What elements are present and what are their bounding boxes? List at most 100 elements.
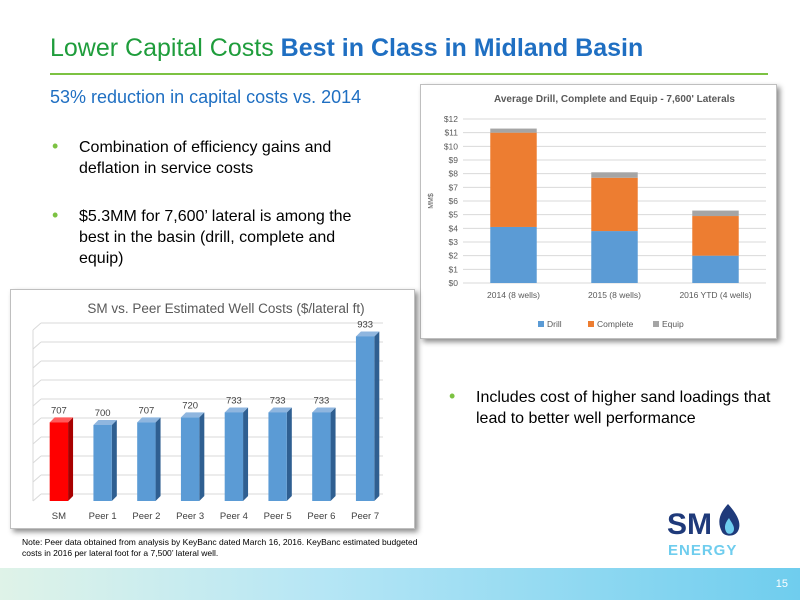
y-tick-label: $2: [449, 251, 459, 261]
bar-segment-complete: [591, 177, 638, 232]
gridline-depth: [32, 360, 42, 369]
logo-top-text: SM: [667, 508, 712, 541]
bar-side: [330, 407, 336, 501]
logo-graphic: SM ENERGY: [667, 504, 740, 559]
legend-swatch: [538, 321, 544, 327]
x-tick-label: Peer 5: [264, 511, 292, 522]
y-tick-label: $12: [444, 114, 458, 124]
x-tick-label: Peer 7: [351, 511, 379, 522]
gridline-depth: [32, 379, 42, 388]
gridline-depth: [32, 341, 42, 350]
logo-bottom-text: ENERGY: [668, 542, 737, 559]
bar-segment-equip: [591, 172, 638, 178]
page-number: 15: [775, 578, 788, 590]
bar-segment-equip: [692, 210, 739, 217]
bar-segment-drill: [490, 226, 537, 283]
x-tick-label: Peer 4: [220, 511, 248, 522]
data-label: 707: [138, 405, 154, 416]
y-tick-label: $6: [449, 196, 459, 206]
bullet-item: • Includes cost of higher sand loadings …: [449, 386, 776, 429]
y-tick-label: $7: [449, 182, 459, 192]
data-label: 733: [226, 395, 242, 406]
bar-side: [155, 417, 161, 501]
x-tick-label: Peer 1: [89, 511, 117, 522]
capital-cost-chart-panel: Average Drill, Complete and Equip - 7,60…: [420, 84, 777, 339]
bar-top: [268, 407, 292, 413]
data-label: 933: [357, 319, 373, 330]
y-tick-label: $8: [449, 169, 459, 179]
slide-subtitle: 53% reduction in capital costs vs. 2014: [50, 87, 362, 107]
legend-label: Equip: [662, 319, 684, 329]
title-emphasis: Best in Class in Midland Basin: [280, 34, 644, 62]
legend-swatch: [653, 321, 659, 327]
gridline-depth: [32, 455, 42, 464]
bar-top: [137, 417, 161, 423]
bar-side: [199, 412, 205, 501]
bar-side: [286, 407, 292, 501]
y-tick-label: $1: [449, 264, 459, 274]
bar-segment-equip: [490, 128, 537, 133]
flame-inner-icon: [724, 518, 734, 534]
slide-title: Lower Capital Costs Best in Class in Mid…: [50, 34, 643, 63]
peer-cost-chart-panel: SM vs. Peer Estimated Well Costs ($/late…: [10, 289, 415, 529]
data-label: 733: [270, 395, 286, 406]
footer-band: [0, 568, 800, 600]
bullet-item: • $5.3MM for 7,600’ lateral is among the…: [52, 205, 374, 269]
bar-top: [312, 407, 336, 413]
y-tick-label: $3: [449, 237, 459, 247]
legend-label: Drill: [547, 319, 562, 329]
bullet-item: • Combination of efficiency gains and de…: [52, 136, 369, 179]
bar-segment-drill: [591, 231, 638, 283]
footnote: Note: Peer data obtained from analysis b…: [22, 537, 418, 558]
x-tick-label: 2015 (8 wells): [588, 290, 641, 300]
x-tick-label: SM: [52, 511, 66, 522]
data-label: 700: [95, 408, 111, 419]
bullet-text: Includes cost of higher sand loadings th…: [476, 389, 771, 427]
bullet-text: $5.3MM for 7,600’ lateral is among the b…: [79, 208, 352, 267]
bar: [224, 412, 244, 501]
y-axis-label: MM$: [428, 193, 435, 209]
gridline-depth: [32, 417, 42, 426]
gridline-depth: [32, 398, 42, 407]
bar-side: [111, 420, 117, 501]
bar-segment-complete: [490, 132, 537, 227]
bar-side: [374, 331, 380, 501]
x-tick-label: 2016 YTD (4 wells): [679, 290, 751, 300]
bullet-dot-icon: •: [52, 205, 59, 225]
x-tick-label: 2014 (8 wells): [487, 290, 540, 300]
y-tick-label: $9: [449, 155, 459, 165]
title-divider: [50, 73, 768, 75]
x-tick-label: Peer 2: [132, 511, 160, 522]
data-label: 720: [182, 400, 198, 411]
bar-top: [180, 412, 205, 418]
bar: [312, 412, 331, 501]
y-tick-label: $11: [444, 128, 458, 138]
bullet-dot-icon: •: [52, 136, 59, 156]
bar: [268, 412, 287, 501]
bar-top: [49, 417, 74, 423]
bar: [180, 417, 200, 501]
peer-well-cost-chart: SM vs. Peer Estimated Well Costs ($/late…: [32, 301, 383, 522]
bar: [49, 422, 69, 501]
legend-swatch: [588, 321, 594, 327]
x-tick-label: Peer 3: [176, 511, 204, 522]
company-logo: SM ENERGY: [665, 500, 745, 562]
bar-segment-complete: [692, 216, 739, 256]
bar-top: [93, 420, 117, 425]
bar-side: [243, 407, 249, 501]
bar: [355, 336, 375, 501]
y-tick-label: $4: [449, 223, 459, 233]
gridline-depth: [32, 493, 42, 502]
capital-cost-stacked-chart: Average Drill, Complete and Equip - 7,60…: [428, 94, 766, 329]
bar-top: [224, 407, 249, 413]
bullet-text: Combination of efficiency gains and defl…: [79, 139, 332, 177]
data-label: 707: [51, 405, 67, 416]
y-tick-label: $10: [444, 141, 458, 151]
chart-title: Average Drill, Complete and Equip - 7,60…: [494, 94, 735, 105]
data-label: 733: [313, 395, 329, 406]
y-tick-label: $5: [449, 210, 459, 220]
title-lead: Lower Capital Costs: [50, 34, 281, 62]
bar-segment-drill: [692, 255, 739, 283]
bullet-dot-icon: •: [449, 386, 456, 406]
bar: [93, 425, 112, 501]
